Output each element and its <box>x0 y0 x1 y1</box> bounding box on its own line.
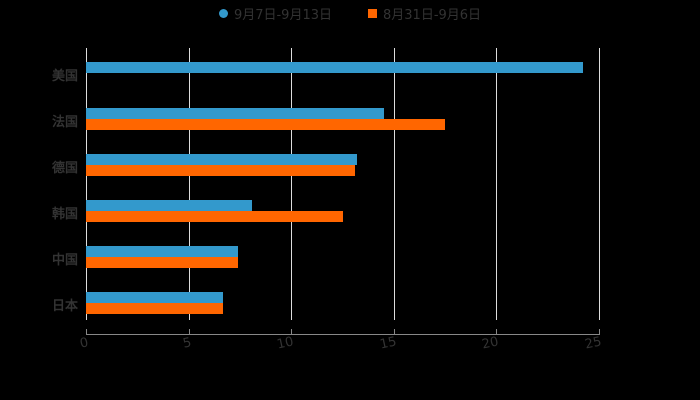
x-tick-label: 0 <box>78 335 90 352</box>
x-tick <box>291 329 292 335</box>
category-label: 美国 <box>51 69 78 84</box>
legend-item-series-1[interactable]: 9月7日-9月13日 <box>218 4 332 23</box>
bar[interactable] <box>86 165 355 176</box>
gridline <box>599 48 600 320</box>
bar[interactable] <box>86 200 253 211</box>
x-tick <box>189 329 190 335</box>
category-label: 法国 <box>51 115 78 130</box>
gridline <box>394 48 395 320</box>
category-label: 韩国 <box>51 207 78 222</box>
gridline <box>189 48 190 320</box>
x-tick-label: 20 <box>480 334 500 353</box>
bar[interactable] <box>86 246 238 257</box>
category-label: 中国 <box>51 253 78 268</box>
circle-marker-icon <box>218 9 228 18</box>
gridline <box>291 48 292 320</box>
plot-area <box>86 48 600 320</box>
bar[interactable] <box>86 303 224 314</box>
x-axis-line <box>86 334 599 335</box>
bar[interactable] <box>86 119 446 130</box>
gridline <box>496 48 497 320</box>
x-tick <box>496 329 497 335</box>
category-label: 德国 <box>51 161 78 176</box>
legend-item-series-2[interactable]: 8月31日-9月6日 <box>368 4 481 23</box>
x-tick-label: 5 <box>181 335 193 352</box>
gridline <box>86 48 87 320</box>
x-tick-label: 25 <box>583 334 603 353</box>
legend-label: 8月31日-9月6日 <box>383 8 482 23</box>
x-tick <box>599 329 600 335</box>
x-tick-label: 10 <box>275 334 295 353</box>
bar[interactable] <box>86 292 224 303</box>
square-marker-icon <box>368 9 377 18</box>
x-tick-label: 15 <box>378 334 398 353</box>
bar[interactable] <box>86 211 343 222</box>
legend: 9月7日-9月13日 8月31日-9月6日 <box>0 4 700 23</box>
bar[interactable] <box>86 108 384 119</box>
x-tick <box>394 329 395 335</box>
bar[interactable] <box>86 154 357 165</box>
bar[interactable] <box>86 62 583 73</box>
category-label: 日本 <box>51 299 78 314</box>
x-tick <box>86 329 87 335</box>
bar[interactable] <box>86 257 238 268</box>
legend-label: 9月7日-9月13日 <box>233 8 332 23</box>
